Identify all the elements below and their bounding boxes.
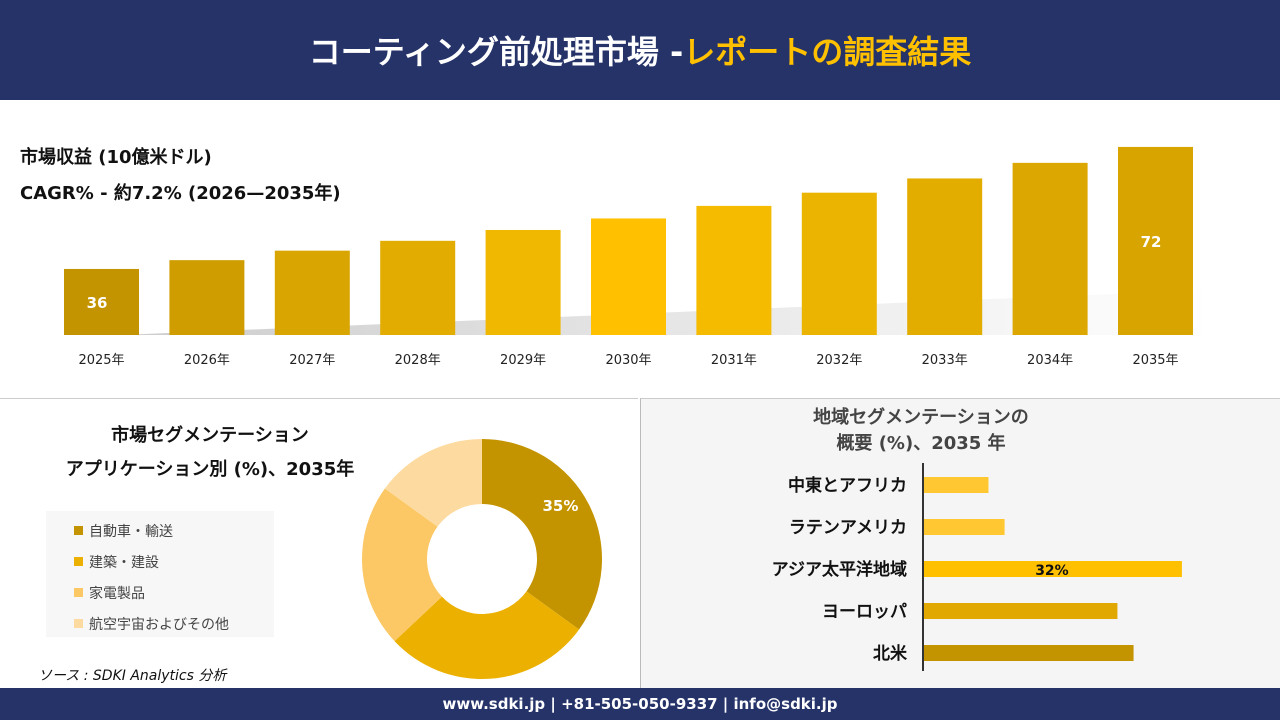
data-label: 72 [1141, 233, 1162, 251]
x-tick-label: 2029年 [500, 353, 546, 368]
category-label: ラテンアメリカ [789, 518, 907, 538]
bar-2025年 [64, 268, 139, 335]
regional-segment-panel: 地域セグメンテーションの 概要 (%)、2035 年 中東とアフリカ ラテンアメリ… [640, 398, 1280, 688]
legend-item: 航空宇宙およびその他 [46, 608, 274, 639]
legend-label: 自動車・輸送 [89, 523, 173, 540]
data-label: 35% [542, 497, 578, 515]
bar-2028年 [380, 240, 456, 335]
legend-swatch [74, 588, 83, 597]
x-tick-label: 2032年 [816, 353, 862, 368]
legend-label: 家電製品 [89, 585, 145, 602]
category-label: ヨーロッパ [822, 602, 907, 622]
data-label: 36 [87, 294, 108, 312]
donut-slice-1 [394, 591, 580, 679]
footer-contact: www.sdki.jp | +81-505-050-9337 | info@sd… [0, 688, 1280, 720]
bar-2031年 [696, 205, 772, 335]
x-tick-label: 2025年 [78, 353, 124, 368]
bar-ヨーロッパ [924, 603, 1118, 619]
regional-chart-title: 地域セグメンテーションの 概要 (%)、2035 年 [641, 405, 1280, 457]
bar-2032年 [801, 192, 877, 335]
donut-slice-2 [362, 488, 442, 642]
bar-北米 [924, 645, 1134, 661]
donut-slice-3 [384, 439, 482, 527]
category-label: 中東とアフリカ [788, 475, 907, 496]
bar-中東とアフリカ [924, 477, 989, 493]
title-main: コーティング前処理市場 - [308, 33, 684, 71]
data-label: 32% [1035, 563, 1069, 579]
legend-swatch [74, 526, 83, 535]
x-tick-label: 2028年 [395, 353, 441, 368]
donut-slice-0 [482, 439, 602, 630]
application-segment-panel: 市場セグメンテーション アプリケーション別 (%)、2035年 自動車・輸送 建築… [0, 398, 638, 688]
x-tick-label: 2033年 [922, 353, 968, 368]
x-tick-label: 2027年 [289, 353, 335, 368]
legend-item: 家電製品 [46, 577, 274, 608]
revenue-bar-chart: 2025年 36 2026年 2027年 2028年 2029年 2030年 2031年 203… [64, 146, 1210, 368]
bar-アジア太平洋地域 [924, 561, 1182, 577]
title-highlight: レポートの調査結果 [683, 33, 972, 71]
x-tick-label: 2031年 [711, 353, 757, 368]
source-note: ソース : SDKI Analytics 分析 [38, 668, 227, 684]
cagr-subtitle: CAGR% - 約7.2% (2026—2035年) [20, 183, 341, 204]
title-line: 市場セグメンテーション [111, 425, 309, 446]
legend-label: 航空宇宙およびその他 [89, 616, 229, 633]
x-tick-label: 2026年 [184, 353, 230, 368]
application-chart-title: 市場セグメンテーション アプリケーション別 (%)、2035年 [40, 419, 380, 487]
title-line: アプリケーション別 (%)、2035年 [65, 459, 355, 480]
legend-swatch [74, 557, 83, 566]
bar-2034年 [1012, 162, 1088, 335]
bar-2035年 [1118, 146, 1193, 335]
bar-2026年 [169, 260, 245, 335]
legend-label: 建築・建設 [89, 554, 159, 571]
header-banner: コーティング前処理市場 - レポートの調査結果 [0, 0, 1280, 100]
bar-2029年 [485, 229, 561, 335]
legend-item: 建築・建設 [46, 546, 274, 577]
category-label: アジア太平洋地域 [772, 559, 907, 580]
x-tick-label: 2035年 [1132, 353, 1178, 368]
legend-item: 自動車・輸送 [46, 515, 274, 546]
bar-2033年 [907, 178, 983, 335]
x-tick-label: 2034年 [1027, 353, 1073, 368]
bar-2030年 [591, 218, 666, 335]
title-line: 概要 (%)、2035 年 [836, 433, 1006, 454]
legend-swatch [74, 619, 83, 628]
donut-legend: 自動車・輸送 建築・建設家電製品航空宇宙およびその他 [46, 511, 274, 637]
title-line: 地域セグメンテーションの [813, 407, 1029, 428]
revenue-chart-titles: 市場収益 (10億米ドル) CAGR% - 約7.2% (2026—2035年) [20, 140, 341, 212]
bar-ラテンアメリカ [924, 519, 1005, 535]
bar-2027年 [274, 250, 350, 335]
category-label: 北米 [873, 643, 908, 664]
revenue-chart-title: 市場収益 (10億米ドル) [20, 147, 212, 168]
application-donut-chart: 35% [362, 439, 602, 679]
x-tick-label: 2030年 [605, 353, 651, 368]
